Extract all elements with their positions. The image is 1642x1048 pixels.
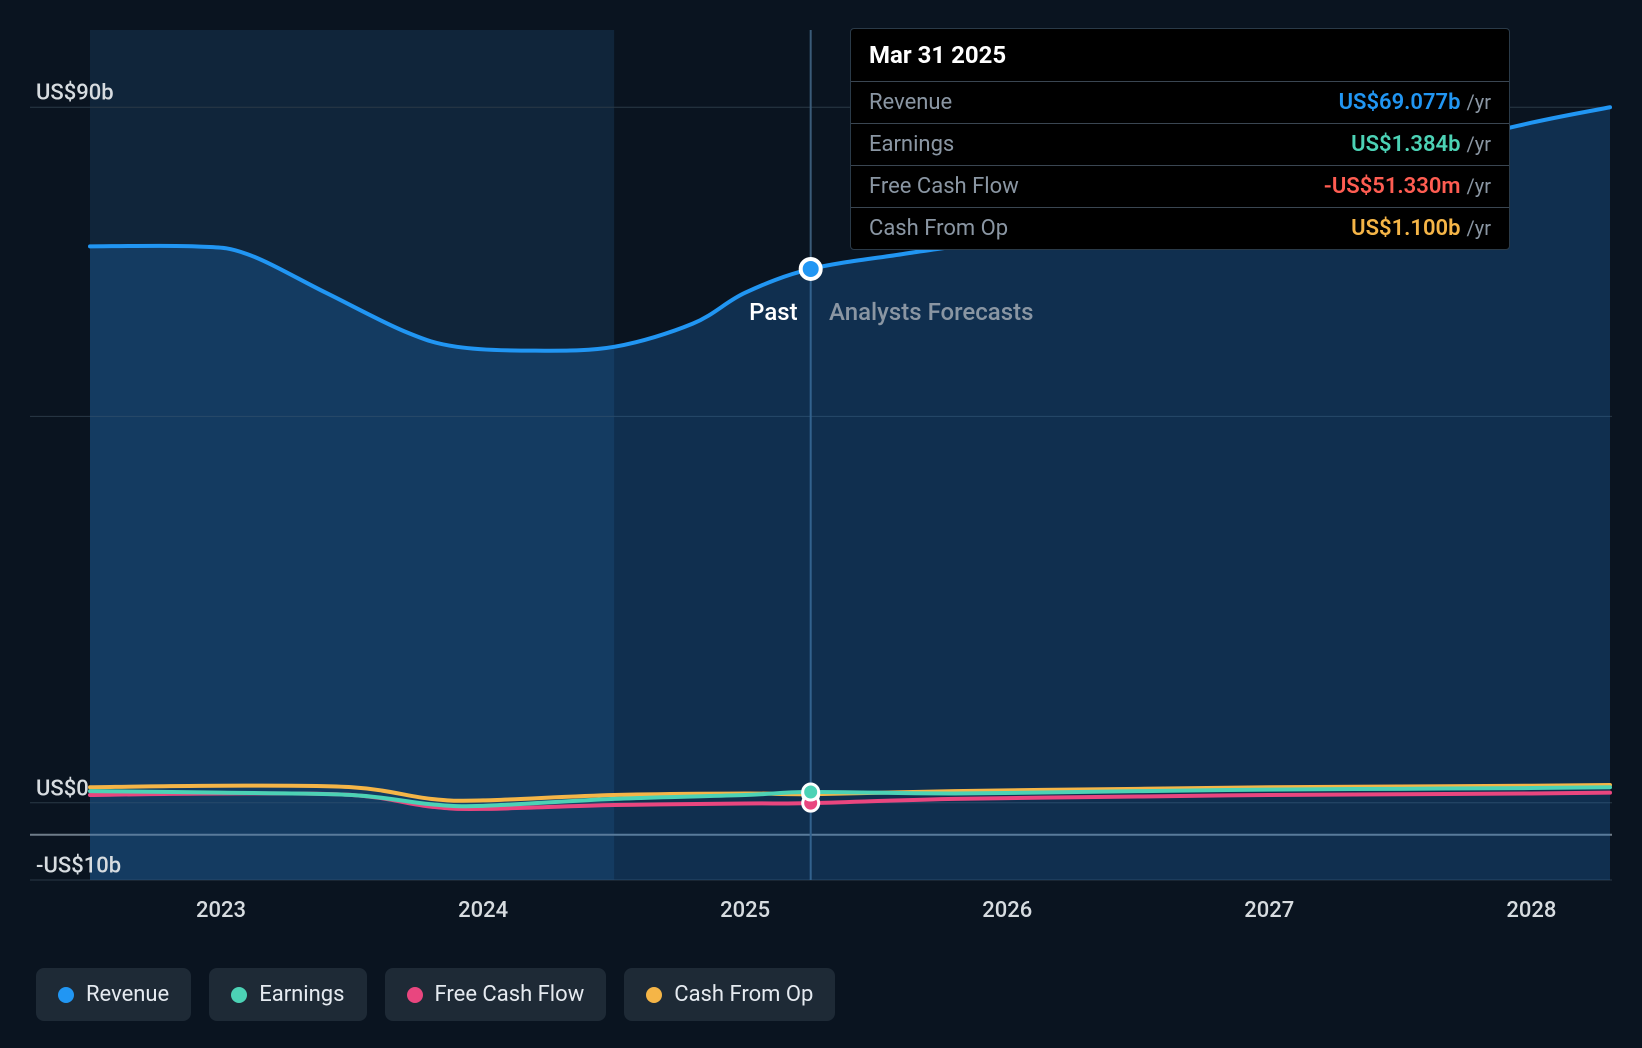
legend-item-revenue[interactable]: Revenue <box>36 968 191 1021</box>
tooltip-value: US$69.077b <box>1339 90 1461 115</box>
tooltip-date: Mar 31 2025 <box>851 29 1509 82</box>
y-axis-label: US$90b <box>36 81 114 106</box>
tooltip-row: EarningsUS$1.384b/yr <box>851 124 1509 166</box>
y-axis-label: US$0 <box>36 776 89 801</box>
tooltip-label: Free Cash Flow <box>869 174 1324 199</box>
tooltip-value: US$1.384b <box>1351 132 1460 157</box>
legend-dot-icon <box>646 987 662 1003</box>
tooltip-value: US$1.100b <box>1351 216 1460 241</box>
section-label-forecasts: Analysts Forecasts <box>829 298 1033 326</box>
tooltip-unit: /yr <box>1467 90 1492 114</box>
tooltip-value: -US$51.330m <box>1324 174 1461 199</box>
tooltip-unit: /yr <box>1467 216 1492 240</box>
chart-tooltip: Mar 31 2025RevenueUS$69.077b/yrEarningsU… <box>850 28 1510 250</box>
legend-label: Free Cash Flow <box>435 982 585 1007</box>
legend-label: Cash From Op <box>674 982 813 1007</box>
tooltip-unit: /yr <box>1467 174 1492 198</box>
tooltip-row: Cash From OpUS$1.100b/yr <box>851 208 1509 249</box>
x-axis-label: 2024 <box>458 898 508 923</box>
tooltip-label: Cash From Op <box>869 216 1351 241</box>
legend-item-earnings[interactable]: Earnings <box>209 968 366 1021</box>
x-axis-label: 2027 <box>1244 898 1294 923</box>
legend-dot-icon <box>407 987 423 1003</box>
legend-item-free_cash_flow[interactable]: Free Cash Flow <box>385 968 607 1021</box>
tooltip-row: Free Cash Flow-US$51.330m/yr <box>851 166 1509 208</box>
section-label-past: Past <box>749 298 797 326</box>
legend-label: Earnings <box>259 982 344 1007</box>
legend-dot-icon <box>58 987 74 1003</box>
tooltip-row: RevenueUS$69.077b/yr <box>851 82 1509 124</box>
x-axis-label: 2026 <box>982 898 1032 923</box>
x-axis-label: 2023 <box>196 898 246 923</box>
legend-item-cash_from_op[interactable]: Cash From Op <box>624 968 835 1021</box>
tooltip-unit: /yr <box>1467 132 1492 156</box>
legend-dot-icon <box>231 987 247 1003</box>
tooltip-label: Earnings <box>869 132 1351 157</box>
x-axis-label: 2025 <box>720 898 770 923</box>
chart-legend: Revenue Earnings Free Cash Flow Cash From O… <box>36 968 835 1021</box>
y-axis-label: -US$10b <box>36 854 121 879</box>
tooltip-label: Revenue <box>869 90 1339 115</box>
legend-label: Revenue <box>86 982 169 1007</box>
x-axis-label: 2028 <box>1506 898 1556 923</box>
